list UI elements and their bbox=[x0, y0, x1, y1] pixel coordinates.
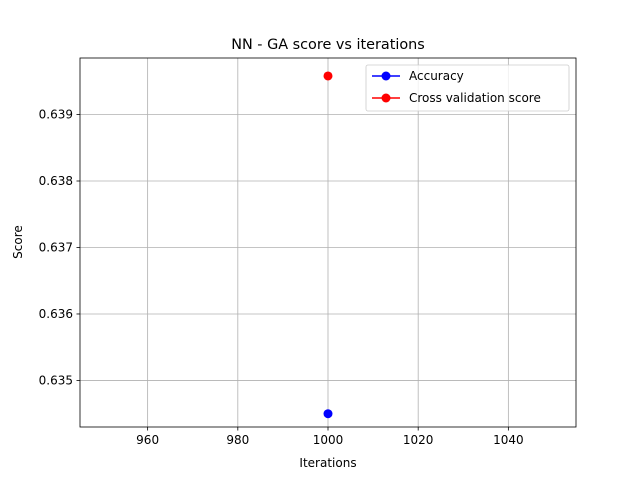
y-tick-label: 0.635 bbox=[39, 373, 73, 387]
x-tick-label: 960 bbox=[136, 433, 159, 447]
x-tick-label: 1020 bbox=[403, 433, 434, 447]
y-tick-label: 0.636 bbox=[39, 307, 73, 321]
x-tick-label: 1040 bbox=[493, 433, 524, 447]
data-point-accuracy bbox=[323, 409, 333, 419]
data-point-cross-validation-score bbox=[323, 71, 333, 81]
series-layer bbox=[323, 71, 333, 419]
y-tick-label: 0.639 bbox=[39, 108, 73, 122]
legend-item-cross-validation: Cross validation score bbox=[372, 91, 541, 105]
x-tick-label: 980 bbox=[226, 433, 249, 447]
y-axis-title: Score bbox=[11, 225, 25, 259]
x-axis-title: Iterations bbox=[299, 456, 356, 470]
y-tick-label: 0.637 bbox=[39, 240, 73, 254]
legend: Accuracy Cross validation score bbox=[365, 64, 570, 112]
legend-box bbox=[365, 64, 570, 112]
x-axis: 960 980 1000 1020 1040 bbox=[136, 427, 524, 447]
legend-label-accuracy: Accuracy bbox=[409, 69, 464, 83]
legend-marker-cross-validation bbox=[381, 93, 391, 103]
y-axis: 0.635 0.636 0.637 0.638 0.639 bbox=[39, 108, 80, 387]
y-tick-label: 0.638 bbox=[39, 174, 73, 188]
grid bbox=[80, 58, 576, 427]
chart-title: NN - GA score vs iterations bbox=[231, 37, 425, 53]
x-tick-label: 1000 bbox=[313, 433, 344, 447]
legend-marker-accuracy bbox=[381, 71, 391, 81]
legend-label-cross-validation: Cross validation score bbox=[409, 91, 541, 105]
legend-item-accuracy: Accuracy bbox=[372, 69, 464, 83]
